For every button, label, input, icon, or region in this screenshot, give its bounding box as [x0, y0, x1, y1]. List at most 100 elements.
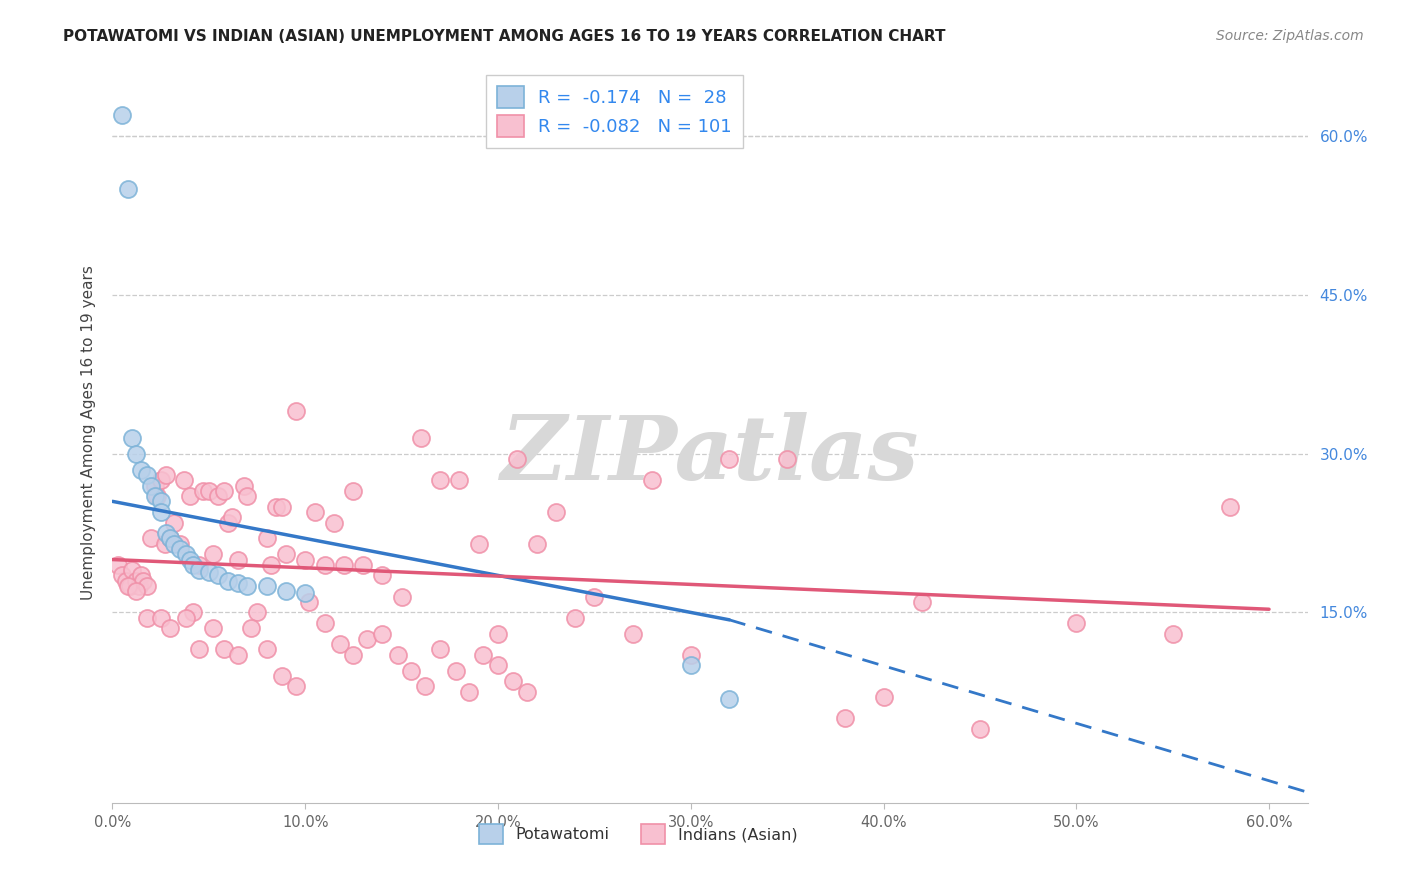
Point	[111, 568, 134, 582]
Point	[718, 692, 741, 706]
Point	[486, 626, 509, 640]
Text: POTAWATOMI VS INDIAN (ASIAN) UNEMPLOYMENT AMONG AGES 16 TO 19 YEARS CORRELATION : POTAWATOMI VS INDIAN (ASIAN) UNEMPLOYMEN…	[63, 29, 946, 44]
Point	[124, 584, 146, 599]
Text: Source: ZipAtlas.com: Source: ZipAtlas.com	[1216, 29, 1364, 43]
Point	[115, 574, 138, 588]
Point	[128, 579, 150, 593]
Point	[131, 462, 153, 476]
Point	[174, 611, 197, 625]
Point	[266, 500, 288, 514]
Point	[173, 473, 195, 487]
Point	[256, 579, 278, 593]
Point	[153, 537, 176, 551]
Point	[506, 452, 529, 467]
Point	[214, 483, 236, 498]
Point	[217, 516, 239, 530]
Point	[159, 532, 181, 546]
Point	[679, 648, 702, 662]
Point	[179, 552, 201, 566]
Point	[413, 680, 436, 694]
Point	[188, 563, 211, 577]
Point	[911, 595, 934, 609]
Point	[183, 606, 205, 620]
Point	[198, 483, 221, 498]
Point	[969, 722, 991, 736]
Point	[179, 489, 201, 503]
Point	[259, 558, 281, 572]
Point	[121, 563, 143, 577]
Point	[107, 558, 129, 572]
Point	[201, 621, 224, 635]
Point	[342, 648, 364, 662]
Point	[679, 658, 702, 673]
Point	[121, 431, 143, 445]
Point	[159, 621, 181, 635]
Point	[163, 516, 186, 530]
Point	[118, 579, 141, 593]
Point	[583, 590, 606, 604]
Point	[401, 664, 423, 678]
Point	[236, 489, 259, 503]
Point	[356, 632, 378, 646]
Point	[136, 467, 159, 482]
Point	[391, 590, 413, 604]
Point	[444, 664, 467, 678]
Point	[304, 505, 326, 519]
Point	[124, 447, 146, 461]
Point	[136, 579, 159, 593]
Point	[226, 552, 249, 566]
Point	[409, 431, 432, 445]
Point	[298, 595, 321, 609]
Point	[516, 685, 538, 699]
Point	[214, 642, 236, 657]
Point	[284, 404, 307, 418]
Point	[314, 558, 336, 572]
Point	[544, 505, 567, 519]
Point	[136, 611, 159, 625]
Point	[149, 611, 172, 625]
Point	[467, 537, 489, 551]
Point	[294, 552, 316, 566]
Point	[236, 579, 259, 593]
Point	[155, 526, 177, 541]
Point	[217, 574, 239, 588]
Text: ZIPatlas: ZIPatlas	[502, 411, 918, 498]
Point	[226, 648, 249, 662]
Point	[143, 489, 166, 503]
Point	[139, 478, 162, 492]
Point	[294, 586, 316, 600]
Point	[149, 494, 172, 508]
Point	[139, 532, 162, 546]
Point	[169, 537, 191, 551]
Point	[342, 483, 364, 498]
Point	[274, 547, 297, 561]
Point	[333, 558, 356, 572]
Point	[169, 541, 191, 556]
Point	[226, 575, 249, 590]
Point	[163, 537, 186, 551]
Point	[621, 626, 644, 640]
Point	[183, 558, 205, 572]
Point	[124, 574, 146, 588]
Point	[502, 674, 524, 689]
Point	[111, 108, 134, 122]
Point	[776, 452, 799, 467]
Point	[284, 680, 307, 694]
Point	[274, 584, 297, 599]
Point	[1161, 626, 1184, 640]
Point	[188, 642, 211, 657]
Point	[1219, 500, 1241, 514]
Point	[188, 558, 211, 572]
Point	[564, 611, 586, 625]
Point	[1064, 615, 1087, 630]
Legend: Potawatomi, Indians (Asian): Potawatomi, Indians (Asian)	[472, 818, 804, 850]
Point	[526, 537, 548, 551]
Point	[240, 621, 263, 635]
Point	[371, 626, 394, 640]
Point	[458, 685, 481, 699]
Point	[872, 690, 894, 704]
Point	[429, 473, 451, 487]
Point	[221, 510, 243, 524]
Point	[834, 711, 856, 725]
Point	[271, 669, 294, 683]
